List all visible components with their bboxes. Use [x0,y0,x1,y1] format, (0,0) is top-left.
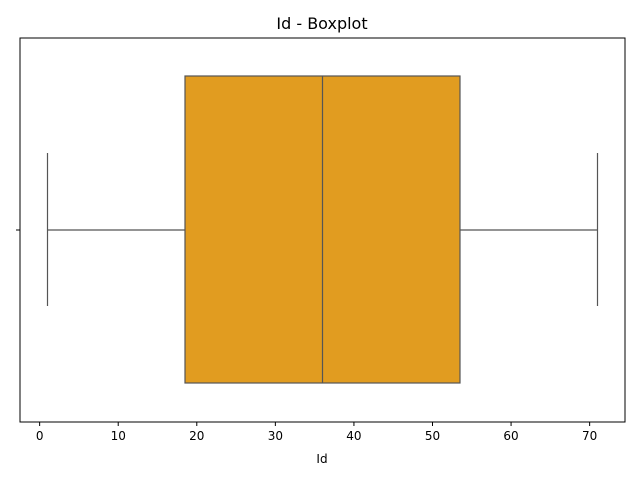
x-axis-label: Id [316,452,327,466]
x-axis-ticks: 0 10 20 30 40 50 60 70 [36,422,597,443]
x-tick-label: 60 [503,429,518,443]
x-tick-label: 50 [425,429,440,443]
x-tick-label: 40 [346,429,361,443]
chart-title: Id - Boxplot [276,14,367,33]
x-tick-label: 20 [189,429,204,443]
plot-area [16,37,626,423]
x-tick-label: 10 [111,429,126,443]
x-tick-label: 70 [582,429,597,443]
x-tick-label: 0 [36,429,44,443]
x-tick-label: 30 [268,429,283,443]
